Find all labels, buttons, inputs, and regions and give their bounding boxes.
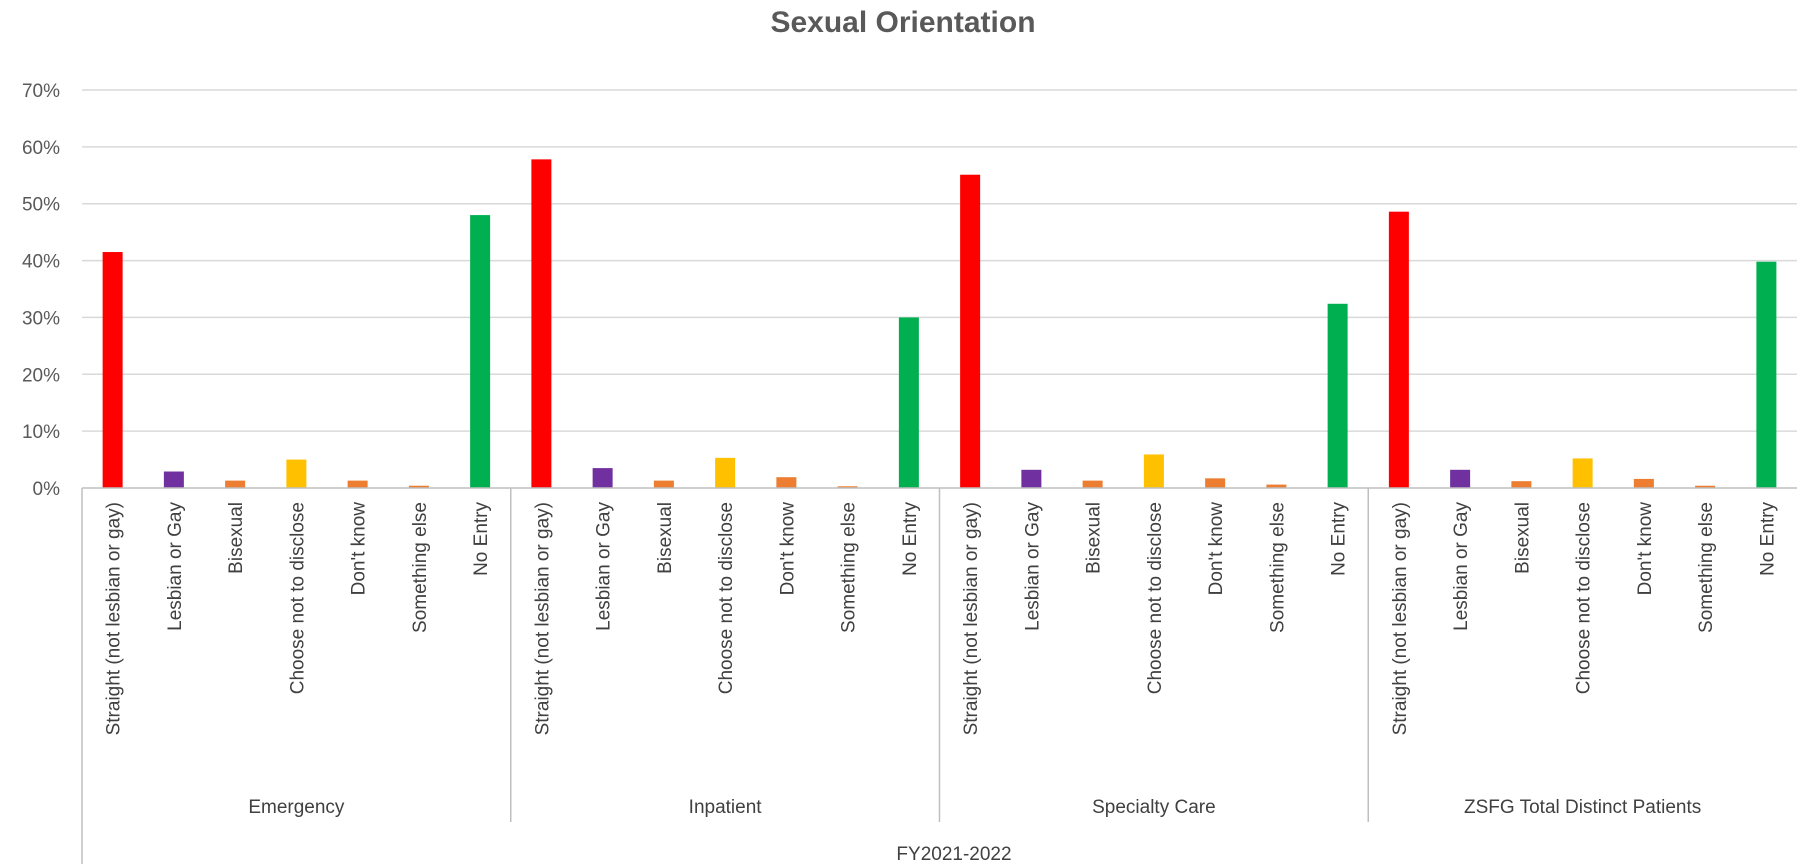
category-label: Don't know [349, 502, 370, 596]
category-label: Straight (not lesbian or gay) [104, 502, 125, 735]
y-tick-label: 60% [22, 138, 60, 159]
bar-specialty-care-3 [1143, 454, 1164, 488]
category-label: Choose not to disclose [716, 502, 737, 694]
bar-specialty-care-2 [1082, 480, 1103, 488]
y-tick-label: 50% [22, 195, 60, 216]
y-tick-label: 0% [33, 479, 61, 500]
category-label: No Entry [1757, 502, 1778, 576]
group-label: Emergency [248, 797, 345, 818]
bar-zsfg-total-distinct-patients-2 [1511, 481, 1532, 488]
category-label: Don't know [1635, 502, 1656, 596]
bar-zsfg-total-distinct-patients-6 [1756, 261, 1777, 488]
category-label: No Entry [900, 502, 921, 576]
category-label: Straight (not lesbian or gay) [961, 502, 982, 735]
bar-zsfg-total-distinct-patients-1 [1450, 469, 1471, 488]
category-label: Bisexual [1512, 502, 1533, 574]
category-axis: 0% 10% 20% 30% 40% 50% 60% 70% Straight (not les… [22, 81, 1797, 864]
group-label: Inpatient [689, 797, 763, 818]
bar-emergency-6 [470, 215, 491, 489]
bar-zsfg-total-distinct-patients-3 [1572, 458, 1593, 488]
bar-inpatient-1 [592, 468, 613, 488]
category-label: Bisexual [226, 502, 247, 574]
bar-specialty-care-0 [960, 174, 981, 488]
category-label: No Entry [471, 502, 492, 576]
bar-emergency-1 [163, 471, 184, 488]
category-label: Lesbian or Gay [1451, 502, 1472, 631]
bar-inpatient-5 [837, 486, 858, 488]
bar-inpatient-6 [898, 317, 919, 488]
category-label: Something else [1267, 502, 1288, 633]
category-label: Choose not to disclose [1145, 502, 1166, 694]
bar-inpatient-2 [653, 480, 674, 488]
bar-specialty-care-5 [1266, 484, 1287, 488]
bar-zsfg-total-distinct-patients-0 [1388, 211, 1409, 488]
category-label: Straight (not lesbian or gay) [1390, 502, 1411, 735]
category-label: Lesbian or Gay [594, 502, 615, 631]
category-label: Something else [410, 502, 431, 633]
y-tick-label: 10% [22, 422, 60, 443]
category-label: Something else [1696, 502, 1717, 633]
bar-inpatient-4 [776, 477, 797, 488]
chart-title: Sexual Orientation [770, 6, 1035, 39]
category-label: Choose not to disclose [1574, 502, 1595, 694]
bar-emergency-4 [347, 480, 368, 488]
bar-inpatient-0 [531, 159, 552, 488]
y-tick-label: 70% [22, 81, 60, 102]
gridlines [82, 89, 1797, 432]
outer-axis-label: FY2021-2022 [896, 844, 1011, 864]
bar-zsfg-total-distinct-patients-5 [1695, 485, 1716, 488]
group-label: Specialty Care [1092, 797, 1216, 818]
category-label: Bisexual [655, 502, 676, 574]
bar-specialty-care-1 [1021, 469, 1042, 488]
bar-emergency-3 [286, 459, 307, 488]
bars [102, 159, 1777, 489]
bar-emergency-2 [225, 480, 246, 488]
category-label: Lesbian or Gay [1022, 502, 1043, 631]
y-tick-label: 30% [22, 308, 60, 329]
category-label: Don't know [777, 502, 798, 596]
bar-inpatient-3 [715, 457, 736, 488]
category-label: Choose not to disclose [287, 502, 308, 694]
y-tick-label: 20% [22, 365, 60, 386]
y-tick-label: 40% [22, 252, 60, 273]
category-label: Something else [839, 502, 860, 633]
bar-emergency-5 [408, 485, 429, 488]
category-label: No Entry [1329, 502, 1350, 576]
category-label: Don't know [1206, 502, 1227, 596]
category-label: Bisexual [1084, 502, 1105, 574]
category-label: Lesbian or Gay [165, 502, 186, 631]
bar-specialty-care-4 [1205, 478, 1226, 488]
bar-emergency-0 [102, 252, 123, 488]
bar-specialty-care-6 [1327, 303, 1348, 488]
group-label: ZSFG Total Distinct Patients [1464, 797, 1701, 818]
bar-zsfg-total-distinct-patients-4 [1633, 478, 1654, 488]
category-label: Straight (not lesbian or gay) [532, 502, 553, 735]
